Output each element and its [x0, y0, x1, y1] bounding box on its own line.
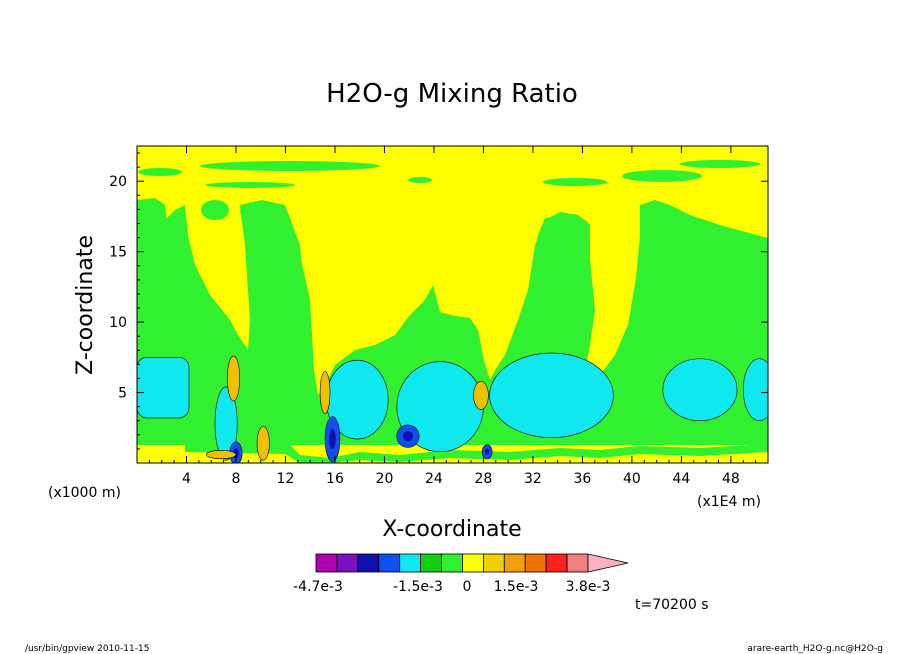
x-tick-label: 16 [326, 471, 344, 487]
colorbar-arrow [587, 553, 629, 573]
x-tick-label: 24 [425, 471, 443, 487]
colorbar-swatch [399, 553, 422, 573]
contour-region-cyan [662, 358, 738, 422]
x-unit-left: (x1000 m) [48, 485, 121, 501]
x-tick-label: 28 [475, 471, 493, 487]
y-tick-label: 20 [109, 174, 127, 190]
colorbar-label-zero: 0 [463, 579, 472, 595]
field-green-strip-top-4 [408, 177, 432, 183]
colorbar-label-pos: 1.5e-3 [494, 579, 539, 595]
colorbar-swatch [336, 553, 359, 573]
colorbar-swatch [441, 553, 463, 573]
chart-title: H2O-g Mixing Ratio [326, 79, 578, 109]
contour-region-darkblue [329, 428, 336, 450]
field-green-strip-top-6 [622, 170, 702, 182]
contour-region-cyan [489, 352, 614, 438]
x-tick-label: 36 [573, 471, 591, 487]
contour-region-orange [205, 450, 237, 460]
field-green-column-4 [632, 210, 768, 360]
time-label: t=70200 s [635, 597, 709, 613]
colorbar-swatch [482, 553, 505, 573]
contour-region-darkblue [484, 448, 490, 455]
plot-frame [136, 145, 769, 464]
x-tick-label: 32 [524, 471, 542, 487]
colorbar-swatch [566, 553, 589, 573]
field-green-strip-top-1 [138, 168, 182, 176]
contour-region-orange [319, 371, 331, 414]
contour-region-orange [256, 426, 270, 461]
colorbar-labels: -4.7e-3 -1.5e-3 0 1.5e-3 3.8e-3 [293, 579, 610, 595]
contour-region-cyan [214, 386, 238, 461]
contour-regions [137, 352, 768, 463]
colorbar-label-neg: -1.5e-3 [393, 579, 443, 595]
x-tick-label: 12 [277, 471, 295, 487]
footer-right: arare-earth_H2O-g.nc@H2O-g [747, 644, 883, 654]
field-green-strip-top-7 [680, 160, 760, 168]
colorbar-swatch [315, 553, 338, 573]
y-tick-label: 5 [118, 386, 127, 402]
x-tick-label: 4 [182, 471, 191, 487]
field-green-strip-top-3 [205, 182, 295, 188]
x-unit-right: (x1E4 m) [697, 494, 761, 510]
contour-region-orange [473, 380, 489, 410]
colorbar-swatch [357, 553, 380, 573]
x-tick-label: 44 [672, 471, 690, 487]
field-green-column-2 [240, 200, 310, 355]
field-green-blob-top-8 [201, 200, 229, 220]
contour-region-cyan [742, 358, 768, 422]
colorbar-label-min: -4.7e-3 [293, 579, 343, 595]
field-green-column-3 [525, 214, 592, 385]
y-tick-label: 15 [109, 245, 127, 261]
colorbar-swatch [462, 553, 484, 573]
y-axis-label: Z-coordinate [73, 235, 98, 375]
field-green-strip-top-2 [200, 161, 380, 171]
contour-region-cyan [137, 357, 190, 419]
colorbar-swatch [378, 553, 401, 573]
x-tick-label: 48 [722, 471, 740, 487]
footer-left: /usr/bin/gpview 2010-11-15 [25, 644, 149, 654]
colorbar-swatch [524, 553, 547, 573]
contour-region-darkblue [402, 431, 413, 442]
field-green-strip-top-5 [543, 178, 607, 186]
colorbar [315, 553, 629, 573]
x-axis-label: X-coordinate [382, 517, 521, 542]
x-tick-label: 40 [623, 471, 641, 487]
x-axis: 4 8 12 16 20 24 28 32 36 40 44 48 [148, 146, 757, 487]
colorbar-swatch [503, 553, 526, 573]
colorbar-swatch [545, 553, 568, 573]
colorbar-swatch [420, 553, 442, 573]
field-green-left-column [137, 198, 168, 302]
y-tick-label: 10 [109, 315, 127, 331]
plot-area [137, 146, 768, 463]
colorbar-label-max: 3.8e-3 [566, 579, 611, 595]
y-axis: 5 10 15 20 [109, 152, 768, 450]
x-tick-label: 20 [376, 471, 394, 487]
field-upper-yellow [137, 146, 768, 395]
contour-region-orange [227, 355, 240, 402]
x-tick-label: 8 [232, 471, 241, 487]
